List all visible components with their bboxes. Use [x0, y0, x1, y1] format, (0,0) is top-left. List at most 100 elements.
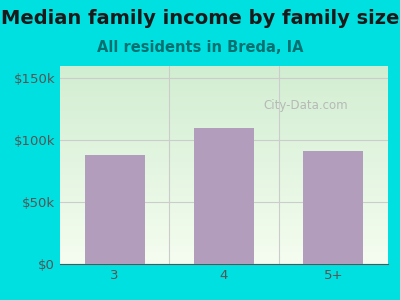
Bar [60, 155, 388, 157]
Bar [60, 201, 388, 203]
Bar [60, 168, 388, 170]
Bar [60, 139, 388, 140]
Bar [60, 165, 388, 166]
Bar [60, 216, 388, 218]
Bar [60, 219, 388, 221]
Bar [60, 259, 388, 261]
Bar [60, 200, 388, 201]
Bar [60, 261, 388, 262]
Bar [60, 223, 388, 224]
Bar [60, 191, 388, 193]
Bar [60, 91, 388, 92]
Bar [60, 148, 388, 150]
Bar [60, 84, 388, 86]
Bar [60, 170, 388, 172]
Bar [60, 188, 388, 190]
Bar [60, 147, 388, 148]
Bar [60, 116, 388, 117]
Bar [60, 94, 388, 96]
Bar [60, 218, 388, 219]
Bar [60, 211, 388, 213]
Bar [60, 79, 388, 81]
Bar [60, 117, 388, 119]
Bar [60, 196, 388, 198]
Bar [60, 257, 388, 259]
Bar [60, 145, 388, 147]
Bar [60, 137, 388, 139]
Bar [60, 157, 388, 158]
Bar [60, 214, 388, 216]
Bar [60, 236, 388, 238]
Bar [60, 140, 388, 142]
Bar [60, 183, 388, 185]
Bar [60, 224, 388, 226]
Bar [60, 208, 388, 209]
Bar [60, 100, 388, 102]
Bar [60, 205, 388, 206]
Bar [60, 195, 388, 196]
Bar [60, 249, 388, 251]
Bar [60, 143, 388, 145]
Bar [60, 229, 388, 231]
Bar [60, 127, 388, 129]
Bar [60, 262, 388, 264]
Bar [60, 158, 388, 160]
Bar [60, 130, 388, 132]
Bar [60, 175, 388, 176]
Bar [60, 239, 388, 241]
Bar [60, 77, 388, 79]
Bar [60, 153, 388, 155]
Bar [60, 104, 388, 106]
Bar [303, 152, 364, 264]
Bar [60, 87, 388, 89]
Bar [60, 251, 388, 252]
Bar [60, 102, 388, 104]
Bar [60, 248, 388, 249]
Bar [60, 180, 388, 182]
Bar [60, 92, 388, 94]
Bar [60, 150, 388, 152]
Bar [60, 71, 388, 73]
Bar [60, 152, 388, 153]
Bar [60, 206, 388, 208]
Bar [60, 254, 388, 256]
Bar [60, 238, 388, 239]
Bar [60, 173, 388, 175]
Bar [60, 241, 388, 242]
Bar [60, 89, 388, 91]
Bar [60, 86, 388, 87]
Bar [60, 81, 388, 82]
Bar [60, 213, 388, 214]
Text: All residents in Breda, IA: All residents in Breda, IA [97, 40, 303, 56]
Bar [60, 167, 388, 168]
Bar [60, 228, 388, 229]
Bar [60, 73, 388, 74]
Bar [60, 244, 388, 246]
Bar [60, 234, 388, 236]
Bar [60, 129, 388, 130]
Bar [60, 172, 388, 173]
Bar [60, 120, 388, 122]
Bar [60, 162, 388, 163]
Bar [60, 122, 388, 124]
Bar [60, 109, 388, 110]
Bar [194, 128, 254, 264]
Bar [60, 178, 388, 180]
Bar [60, 142, 388, 143]
Bar [60, 221, 388, 223]
Text: City-Data.com: City-Data.com [263, 99, 348, 112]
Bar [60, 76, 388, 77]
Bar [60, 124, 388, 125]
Bar [60, 134, 388, 135]
Bar [60, 231, 388, 233]
Bar [60, 203, 388, 205]
Bar [60, 112, 388, 114]
Bar [60, 135, 388, 137]
Bar [60, 96, 388, 97]
Bar [60, 226, 388, 228]
Bar [60, 107, 388, 109]
Bar [60, 209, 388, 211]
Bar [60, 252, 388, 254]
Bar [60, 82, 388, 84]
Bar [60, 132, 388, 134]
